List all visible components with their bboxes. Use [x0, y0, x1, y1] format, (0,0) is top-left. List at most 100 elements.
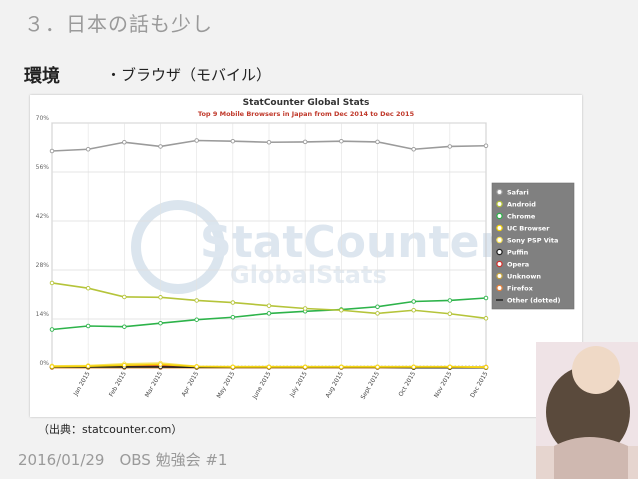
footer-date: 2016/01/29 OBS 勉強会 #1 [18, 451, 228, 469]
data-point [302, 364, 308, 370]
y-tick-label: 56% [36, 164, 50, 171]
legend-label: Android [507, 200, 536, 208]
data-point [483, 365, 489, 370]
data-point [194, 364, 199, 369]
data-point [411, 364, 416, 370]
data-point [122, 324, 127, 329]
legend-label: Unknown [507, 272, 541, 280]
data-point [49, 148, 55, 154]
legend-swatch [496, 248, 503, 256]
data-point [230, 300, 236, 305]
data-point [266, 303, 272, 308]
legend-label: Safari [507, 188, 529, 196]
data-point [158, 320, 163, 326]
legend-swatch [496, 272, 503, 280]
chart-title: StatCounter Global Stats [243, 98, 370, 108]
legend-label: UC Browser [507, 224, 550, 232]
series-android [49, 280, 489, 321]
series-safari [49, 138, 489, 154]
slide-title: ３．日本の話も少し [24, 12, 213, 36]
chart-legend: Safari Android Chrome UC Browser Sony PSP Vi… [491, 182, 575, 310]
data-point [483, 295, 489, 301]
watermark-globe [131, 200, 225, 294]
data-point [122, 140, 127, 145]
x-tick-label: Jan 2015 [72, 370, 92, 397]
subsection-label: ・ブラウザ（モバイル） [106, 66, 272, 84]
data-point [230, 364, 236, 370]
legend-label: Firefox [507, 284, 534, 292]
data-point [302, 139, 308, 145]
y-tick-label: 0% [39, 360, 49, 367]
x-tick-label: Sept 2015 [360, 370, 382, 400]
data-point [339, 138, 344, 144]
y-axis: 0% 14% 28% 42% 56% 70% [36, 115, 50, 367]
data-point [85, 364, 91, 369]
data-point [411, 147, 416, 152]
data-point [266, 364, 272, 370]
data-point [85, 147, 91, 152]
y-tick-label: 28% [36, 262, 50, 269]
source-note: （出典：statcounter.com） [38, 423, 183, 436]
y-tick-label: 42% [36, 213, 50, 220]
legend-label: Opera [507, 260, 529, 268]
chart-panel: StatCounter GlobalStats StatCounter Globa… [30, 95, 582, 417]
x-tick-label: Dec 2015 [469, 370, 490, 399]
child-photo [536, 342, 638, 479]
legend-label: Sony PSP Vita [507, 236, 558, 244]
data-point [411, 307, 416, 313]
legend-swatch [496, 212, 503, 220]
legend-label: Puffin [507, 248, 529, 256]
data-point [194, 138, 199, 143]
data-point [158, 295, 163, 300]
legend-swatch [496, 224, 503, 232]
data-point [230, 314, 236, 320]
legend-swatch [496, 188, 503, 196]
data-point [194, 298, 199, 303]
legend-label: Chrome [507, 212, 536, 220]
data-point [447, 311, 453, 316]
data-point [266, 311, 272, 316]
legend-swatch [496, 236, 503, 244]
legend-swatch [496, 200, 503, 208]
chart-subtitle: Top 9 Mobile Browsers in Japan from Dec … [198, 110, 415, 118]
x-tick-label: Oct 2015 [397, 370, 417, 398]
data-point [447, 144, 453, 149]
legend-box [491, 182, 575, 310]
series-uc-browser [49, 362, 489, 370]
data-point [194, 317, 199, 322]
data-point [375, 364, 380, 370]
data-point [339, 364, 344, 370]
y-tick-label: 70% [36, 115, 50, 122]
series-lines [49, 138, 489, 370]
series-chrome [49, 295, 489, 332]
legend-label: Other (dotted) [507, 296, 561, 304]
x-tick-label: June 2015 [251, 370, 273, 401]
x-tick-label: Apr 2015 [180, 370, 200, 398]
data-point [85, 323, 91, 329]
data-point [49, 280, 55, 286]
data-point [230, 138, 236, 144]
legend-swatch [496, 284, 503, 292]
watermark-text-2: GlobalStats [230, 261, 387, 289]
data-point [447, 364, 453, 370]
data-point [49, 327, 55, 332]
data-point [302, 306, 308, 311]
x-tick-label: Mar 2015 [144, 370, 164, 398]
data-point [483, 143, 489, 149]
data-point [158, 144, 163, 149]
x-tick-label: Feb 2015 [108, 370, 128, 398]
data-point [158, 362, 163, 367]
data-point [411, 299, 416, 304]
section-label: 環境 [24, 66, 60, 87]
x-axis: Jan 2015 Feb 2015 Mar 2015 Apr 2015 May 2015… [72, 370, 490, 401]
data-point [122, 294, 127, 300]
data-point [122, 362, 127, 368]
data-point [483, 316, 489, 321]
data-point [375, 304, 380, 309]
x-tick-label: May 2015 [216, 370, 237, 399]
data-point [49, 364, 55, 369]
x-tick-label: July 2015 [288, 370, 309, 399]
y-tick-label: 14% [36, 311, 50, 318]
